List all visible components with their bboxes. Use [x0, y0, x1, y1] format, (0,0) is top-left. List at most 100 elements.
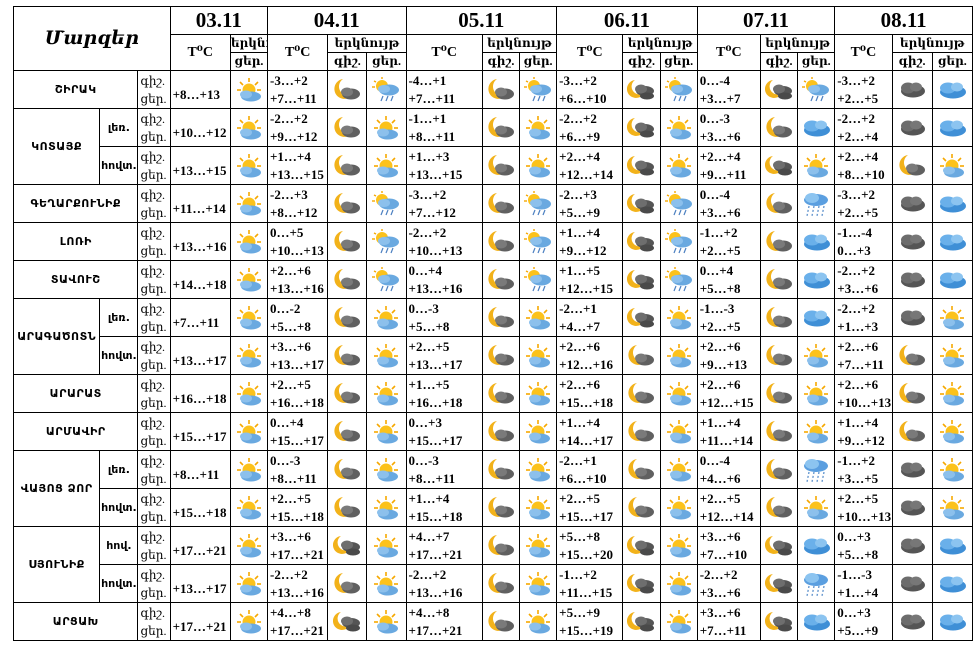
sun-rain-icon: [659, 260, 698, 299]
sun-cloud-icon: [229, 450, 269, 489]
sun-cloud-icon: [659, 146, 698, 185]
forecast-table: Մարզեր 03.11 04.11 05.11 06.11 07.11 08.11 T⁰C ե…: [12, 6, 974, 641]
region-name: ՏԱՎՈՒՇ: [12, 260, 139, 299]
temp-range: +3…+6 +13…+17: [266, 336, 329, 375]
temp-range: -1…+1 +8…+11: [405, 108, 483, 147]
blue-cloud-icon: [931, 260, 974, 299]
table-row: ՎԱՅՈՑ ՁՈՐ լեռ. գիշ. ցեր. +8…+11 0…-3 +8…+11 0…-…: [12, 450, 974, 527]
moon-cloud-icon: [759, 260, 799, 299]
temp-range: -4…+1 +7…+11: [405, 70, 483, 109]
time-of-day: գիշ. ցեր.: [137, 564, 171, 603]
temp-range: 0…+3 +15…+17: [405, 412, 483, 451]
sun-cloud-icon: [366, 450, 407, 489]
moon-dark-cloud-icon: [622, 526, 661, 565]
temp-range: -3…+2 +2…+5: [834, 70, 893, 109]
table-row: հովտ. գիշ. ցեր. +13…+17 -2…+2 +13…+16 -2…+2 +13…: [14, 564, 974, 603]
temp-range: +2…+5 +13…+17: [405, 336, 483, 375]
sun-cloud-icon: [797, 412, 836, 451]
sky-header: երկնույթ: [481, 34, 558, 53]
sun-cloud-icon: [229, 298, 269, 337]
temp-range: -2…+2 +6…+9: [556, 108, 624, 147]
sun-cloud-icon: [366, 146, 407, 185]
moon-cloud-icon: [622, 488, 661, 527]
sun-cloud-icon: [229, 222, 269, 261]
temp-range: +4…+8 +17…+21: [405, 602, 483, 641]
temp-range: 0…+5 +10…+13: [266, 222, 329, 261]
temp-range: 0…+4 +15…+17: [266, 412, 329, 451]
temp-range: 0…-3 +8…+11: [405, 450, 483, 489]
subregion-label: հովտ.: [99, 146, 139, 185]
temp-range: 0…+3 +5…+9: [834, 602, 893, 641]
time-of-day: գիշ. ցեր.: [137, 108, 171, 147]
sun-cloud-icon: [659, 374, 698, 413]
sun-cloud-icon: [518, 564, 558, 603]
dark-cloud-icon: [891, 488, 933, 527]
moon-cloud-icon: [891, 146, 933, 185]
date-header: 07.11: [696, 6, 836, 35]
table-row: հովտ. գիշ. ցեր. +15…+18 +2…+5 +15…+18 +1…+4 +15…: [14, 488, 974, 527]
temp-range: +13…+17: [169, 336, 231, 375]
temp-range: +2…+5 +15…+18: [266, 488, 329, 527]
time-of-day: գիշ. ցեր.: [137, 450, 171, 489]
temp-range: +1…+3 +13…+15: [405, 146, 483, 185]
time-of-day: գիշ. ցեր.: [137, 488, 171, 527]
sun-cloud-icon: [797, 146, 836, 185]
moon-dark-cloud-icon: [327, 526, 368, 565]
time-of-day: գիշ. ցեր.: [137, 298, 171, 337]
moon-cloud-icon: [481, 412, 520, 451]
temp-range: +11…+14: [169, 184, 231, 223]
region-name: ՎԱՅՈՑ ՁՈՐ: [12, 450, 101, 527]
moon-cloud-icon: [327, 374, 368, 413]
temp-range: 0…-2 +5…+8: [266, 298, 329, 337]
region-name: ԿՈՏԱՅՔ: [12, 108, 101, 185]
time-of-day: գիշ. ցեր.: [137, 184, 171, 223]
blue-cloud-icon: [931, 602, 974, 641]
temp-range: +1…+4 +15…+18: [405, 488, 483, 527]
sun-cloud-icon: [931, 412, 974, 451]
sky-header: երկնույթ: [759, 34, 836, 53]
table-row: հովտ. գիշ. ցեր. +13…+15 +1…+4 +13…+15 +1…+3 +13…: [14, 146, 974, 185]
region-name: ԱՐԱԳԱԾՈՏՆ: [12, 298, 101, 375]
temp-range: -2…+2 +13…+16: [405, 564, 483, 603]
temp-range: -2…+2 +1…+3: [834, 298, 893, 337]
temp-range: -2…+1 +6…+10: [556, 450, 624, 489]
temp-range: +3…+6 +7…+10: [696, 526, 761, 565]
sun-cloud-icon: [229, 412, 269, 451]
moon-cloud-icon: [622, 450, 661, 489]
moon-cloud-icon: [481, 564, 520, 603]
time-of-day: գիշ. ցեր.: [137, 374, 171, 413]
moon-dark-cloud-icon: [622, 146, 661, 185]
temp-range: -1…-3 +1…+4: [834, 564, 893, 603]
temp-range: +1…+5 +16…+18: [405, 374, 483, 413]
date-header: 03.11: [169, 6, 269, 35]
time-of-day: գիշ. ցեր.: [137, 260, 171, 299]
temp-range: +4…+8 +17…+21: [266, 602, 329, 641]
table-row: ՍՅՈՒՆԻՔ հով. գիշ. ցեր. +17…+21 +3…+6 +17…+21 +4…: [12, 526, 974, 603]
sun-rain-icon: [518, 70, 558, 109]
sun-cloud-icon: [518, 336, 558, 375]
blue-cloud-icon: [931, 222, 974, 261]
temp-range: 0…-4 +3…+7: [696, 70, 761, 109]
temp-range: +2…+6 +10…+13: [834, 374, 893, 413]
temp-range: +2…+5 +16…+18: [266, 374, 329, 413]
temp-range: +13…+15: [169, 146, 231, 185]
temp-range: -1…+2 +11…+15: [556, 564, 624, 603]
day-subheader: ցեր.: [797, 52, 836, 71]
sun-cloud-icon: [366, 488, 407, 527]
region-name: ԱՐՑԱԽ: [12, 602, 139, 641]
day-subheader: ցեր.: [659, 52, 698, 71]
sun-cloud-icon: [931, 146, 974, 185]
moon-cloud-icon: [327, 108, 368, 147]
temp-range: +8…+11: [169, 450, 231, 489]
temp-range: +7…+11: [169, 298, 231, 337]
sun-cloud-icon: [229, 146, 269, 185]
sun-cloud-icon: [518, 298, 558, 337]
temp-range: -2…+1 +4…+7: [556, 298, 624, 337]
temp-range: -1…+2 +2…+5: [696, 222, 761, 261]
moon-cloud-icon: [327, 184, 368, 223]
moon-cloud-icon: [327, 146, 368, 185]
dark-cloud-icon: [891, 602, 933, 641]
sun-cloud-icon: [518, 526, 558, 565]
temp-range: -1…+2 +3…+5: [834, 450, 893, 489]
blue-cloud-icon: [797, 108, 836, 147]
